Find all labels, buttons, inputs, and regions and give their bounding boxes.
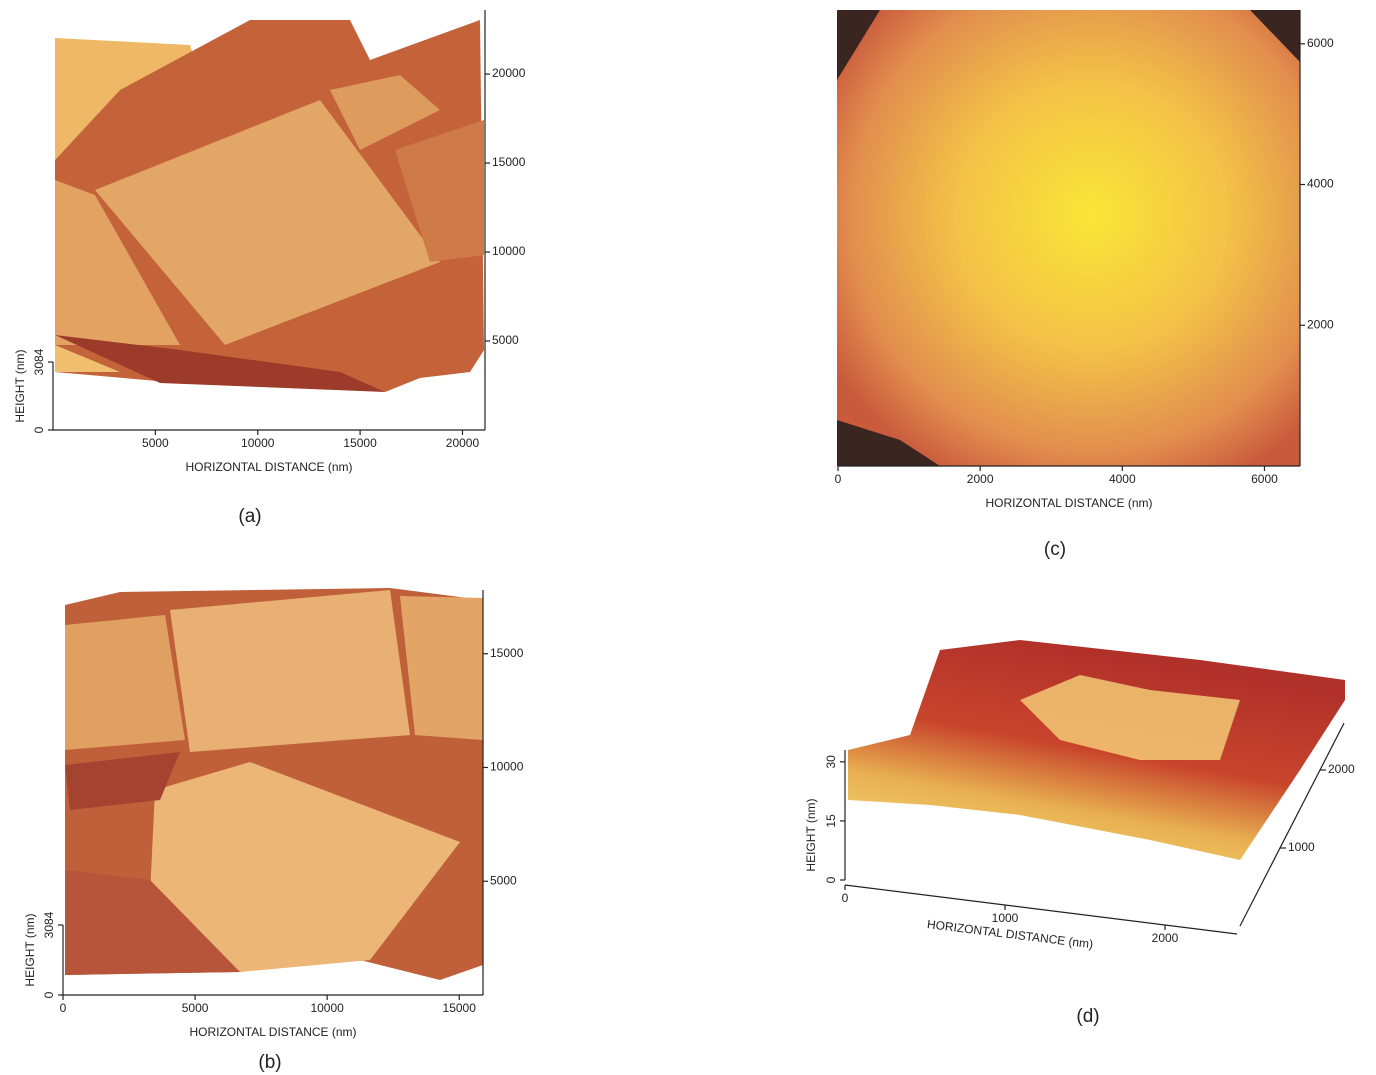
y-tick-label: 5000 [492, 333, 519, 347]
y-tick-label: 10000 [490, 760, 524, 774]
x-tick-label: 15000 [443, 1001, 477, 1015]
x-tick-label: 6000 [1251, 472, 1278, 486]
x-axis-title: HORIZONTAL DISTANCE (nm) [985, 496, 1152, 510]
x-tick-label: 0 [835, 472, 842, 486]
y-tick-label: 10000 [492, 244, 526, 258]
y-tick-label: 2000 [1307, 317, 1334, 331]
figure: 50001000015000200005000100001500020000HO… [0, 0, 1376, 1075]
y-tick-label: 20000 [492, 66, 526, 80]
x-tick-label: 10000 [310, 1001, 344, 1015]
y-tick-label: 15000 [492, 155, 526, 169]
panel-label: (d) [1076, 1006, 1099, 1027]
height-axis-title: HEIGHT (nm) [804, 798, 818, 871]
height-tick-label: 0 [32, 426, 46, 433]
afm-image-a [55, 20, 484, 392]
height-tick-label: 3084 [32, 348, 46, 375]
y-tick-label: 15000 [490, 646, 524, 660]
x-axis-title: HORIZONTAL DISTANCE (nm) [185, 460, 352, 474]
x-tick-label: 5000 [142, 436, 169, 450]
x-axis-title: HORIZONTAL DISTANCE (nm) [189, 1025, 356, 1039]
height-axis-title: HEIGHT (nm) [23, 913, 37, 986]
y-tick-label: 4000 [1307, 177, 1334, 191]
height-tick-label: 15 [824, 814, 838, 828]
height-axis-title: HEIGHT (nm) [13, 349, 27, 422]
x-axis [845, 885, 1237, 934]
height-tick-label: 30 [824, 755, 838, 769]
y-tick-label: 6000 [1307, 36, 1334, 50]
height-tick-label: 3084 [42, 911, 56, 938]
height-tick-label: 0 [824, 876, 838, 883]
x-tick-label: 15000 [343, 436, 377, 450]
x-tick-label: 4000 [1109, 472, 1136, 486]
afm-surface-d [848, 640, 1345, 860]
afm-image-b [65, 588, 483, 980]
panel-label: (b) [258, 1052, 281, 1073]
x-tick-label: 0 [842, 891, 849, 905]
x-tick-label: 1000 [992, 911, 1019, 925]
afm-image-c [837, 10, 1300, 466]
x-tick-label: 2000 [1152, 931, 1179, 945]
x-tick-label: 20000 [446, 436, 480, 450]
x-tick-label: 10000 [241, 436, 275, 450]
panel-label: (a) [238, 506, 261, 527]
y-tick-label: 2000 [1328, 762, 1355, 776]
height-tick-label: 0 [42, 991, 56, 998]
y-tick-label: 5000 [490, 873, 517, 887]
x-tick-label: 5000 [182, 1001, 209, 1015]
x-tick-label: 0 [60, 1001, 67, 1015]
y-tick-label: 1000 [1288, 840, 1315, 854]
panel-label: (c) [1044, 539, 1066, 560]
x-tick-label: 2000 [967, 472, 994, 486]
